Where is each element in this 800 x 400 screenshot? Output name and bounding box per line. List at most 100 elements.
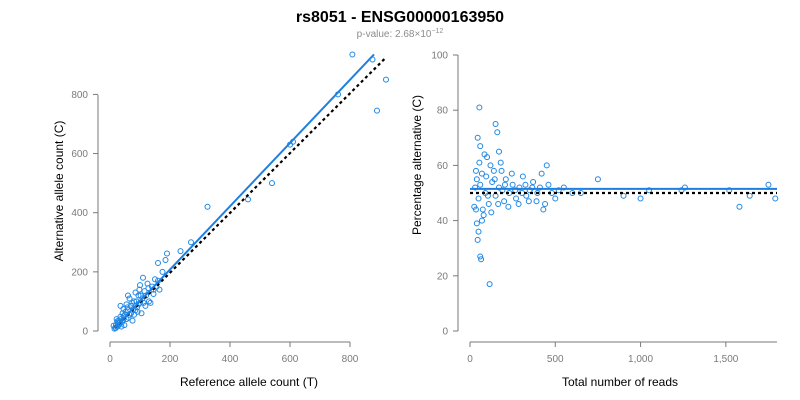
data-point <box>383 76 389 83</box>
y-tick-label: 100 <box>431 51 448 62</box>
data-point <box>538 170 545 177</box>
data-point <box>485 201 492 208</box>
data-point <box>772 195 779 202</box>
data-point <box>494 129 501 136</box>
data-point <box>129 299 136 306</box>
data-point <box>140 274 146 281</box>
data-point <box>492 121 499 127</box>
y-tick-label: 60 <box>437 161 449 172</box>
data-point <box>491 176 498 183</box>
data-point <box>646 187 653 194</box>
data-point <box>162 257 169 264</box>
data-point <box>125 292 131 299</box>
y-ticks: 0 20 40 60 80 100 <box>431 51 458 338</box>
panel-allele-counts: 0 200 400 600 800 0 200 400 600 800 Reference al… <box>52 51 389 389</box>
y-tick-label: 0 <box>82 327 88 338</box>
y-tick-label: 600 <box>71 149 88 160</box>
data-point <box>146 298 152 305</box>
data-point <box>536 184 543 191</box>
data-points <box>471 104 779 288</box>
data-point <box>486 281 493 288</box>
x-tick-label: 0 <box>467 354 473 365</box>
data-point <box>529 184 536 191</box>
data-point <box>138 310 145 317</box>
data-point <box>137 292 144 299</box>
x-tick-label: 200 <box>162 354 179 365</box>
x-tick-label: 600 <box>282 354 299 365</box>
data-point <box>471 203 478 210</box>
data-point <box>555 187 562 194</box>
x-tick-label: 1,500 <box>713 354 738 365</box>
data-point <box>487 162 494 169</box>
x-ticks: 0 500 1,000 1,500 <box>467 342 739 365</box>
data-point <box>472 184 479 191</box>
data-point <box>478 170 485 177</box>
reference-line <box>113 56 387 329</box>
data-point <box>131 298 137 305</box>
data-point <box>620 192 627 199</box>
data-point <box>540 206 547 213</box>
data-point <box>488 209 495 216</box>
data-point <box>508 170 515 177</box>
y-tick-label: 0 <box>442 327 448 338</box>
data-point <box>501 198 508 205</box>
data-point <box>525 198 532 205</box>
x-axis-label: Reference allele count (T) <box>180 375 318 389</box>
data-point <box>475 228 482 235</box>
data-point <box>132 289 139 296</box>
data-point <box>516 184 523 191</box>
data-point <box>522 181 529 188</box>
panel-percentage-alternative: 0 500 1,000 1,500 0 20 40 60 80 100 Total number… <box>410 51 779 389</box>
data-point <box>513 195 520 202</box>
y-tick-label: 20 <box>437 271 449 282</box>
data-point <box>476 104 483 111</box>
y-tick-label: 80 <box>437 106 449 117</box>
data-point <box>164 250 170 257</box>
data-point <box>204 203 211 210</box>
data-point <box>113 316 120 323</box>
data-point <box>126 295 133 302</box>
data-point <box>474 134 481 141</box>
data-point <box>474 236 481 243</box>
fit-line <box>113 53 375 329</box>
data-point <box>497 159 504 166</box>
data-point <box>136 286 143 293</box>
data-point <box>501 181 508 188</box>
data-point <box>478 217 485 224</box>
data-point <box>477 181 484 188</box>
data-point <box>495 148 502 155</box>
data-point <box>543 162 550 169</box>
data-point <box>473 220 480 227</box>
data-point <box>142 302 149 309</box>
data-point <box>349 51 356 58</box>
data-point <box>502 176 509 183</box>
y-tick-label: 800 <box>71 90 88 101</box>
x-tick-label: 400 <box>222 354 239 365</box>
data-point <box>476 159 483 166</box>
data-point <box>155 259 161 266</box>
data-point <box>594 176 601 183</box>
data-point <box>472 167 479 174</box>
x-tick-label: 1,000 <box>628 354 653 365</box>
data-point <box>121 322 128 329</box>
data-point <box>480 212 487 219</box>
data-point <box>552 195 559 202</box>
data-point <box>475 195 482 202</box>
figure-subtitle: p-value: 2.68×10−12 <box>357 28 444 40</box>
x-tick-label: 0 <box>107 354 113 365</box>
data-point <box>533 198 540 205</box>
data-point <box>129 317 136 324</box>
y-tick-label: 400 <box>71 208 88 219</box>
data-point <box>530 178 537 185</box>
data-point <box>560 184 567 191</box>
data-point <box>515 201 522 208</box>
data-point <box>145 285 152 292</box>
subtitle-exponent: −12 <box>431 28 443 35</box>
data-point <box>119 310 126 317</box>
subtitle-text: p-value: 2.68×10 <box>357 29 432 40</box>
data-point <box>512 187 519 194</box>
data-point <box>478 256 485 263</box>
y-ticks: 0 200 400 600 800 <box>71 90 98 338</box>
data-point <box>124 304 131 311</box>
y-tick-label: 200 <box>71 267 88 278</box>
